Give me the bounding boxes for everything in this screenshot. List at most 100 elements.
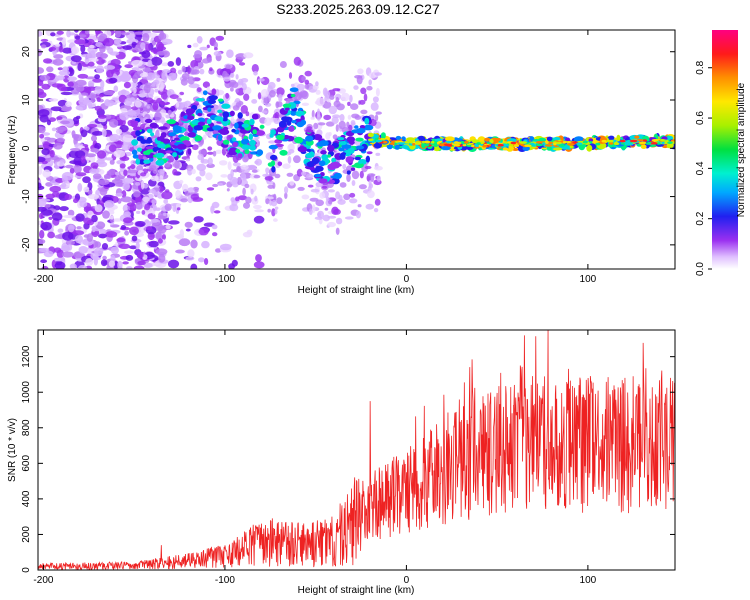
spectrogram-ridge-blob [223, 128, 228, 133]
spectrogram-cloud-blob [230, 72, 235, 78]
spectrogram-noise-blob [85, 76, 97, 80]
spectrogram-cloud-blob [268, 140, 277, 144]
spectrogram-noise-blob [49, 149, 55, 158]
spectrogram-noise-blob [108, 118, 119, 128]
spectrogram-ridge-core [650, 142, 658, 145]
spectrogram-noise-blob [91, 135, 97, 142]
spectrogram-noise-blob [42, 169, 51, 178]
spectrogram-ridge-blob [222, 116, 228, 122]
spectrogram-noise-blob [38, 156, 46, 163]
spectrogram-noise-blob [185, 228, 191, 232]
spectrogram-cloud-blob [202, 58, 210, 64]
colorbar-scale [712, 30, 738, 269]
spectrogram-noise-blob [83, 217, 93, 225]
spectrogram-cloud-blob [354, 115, 362, 120]
spectrogram-cloud-blob [141, 210, 146, 215]
spectrogram-cloud-blob [176, 102, 180, 108]
spectrogram-cloud-blob [366, 85, 373, 91]
spectrogram-ridge-core [524, 144, 532, 147]
spectrogram-cloud-blob [161, 71, 168, 81]
spectrogram-ridge-blob [211, 88, 217, 95]
spectrogram-noise-blob [167, 220, 180, 225]
spectrogram-cloud-blob [227, 161, 232, 171]
spectrogram-ridge-blob [363, 124, 374, 131]
spectrogram-noise-blob [57, 67, 63, 71]
spectrogram-cloud-blob [274, 173, 281, 179]
spectrogram-ridge-blob [313, 173, 322, 178]
spectrogram-ridge-core [642, 139, 648, 142]
spectrogram-cloud-blob [251, 169, 258, 173]
spectrogram-noise-blob [204, 258, 209, 265]
spectrogram-noise-blob [42, 141, 51, 149]
spectrogram-cloud-blob [206, 44, 210, 49]
spectrogram-ridge-blob [552, 137, 561, 141]
spectrogram-cloud-blob [307, 184, 314, 188]
spectrogram-ridge-blob [341, 144, 352, 149]
spectrogram-ridge-core [645, 142, 651, 145]
spectrogram-ridge-core [433, 144, 438, 147]
spectrogram-ridge-blob [288, 125, 295, 132]
spectrogram-cloud-blob [142, 67, 151, 73]
spectrogram-noise-blob [69, 263, 77, 269]
spectrogram-cloud-blob [282, 163, 291, 169]
spectrogram-noise-blob [103, 65, 116, 70]
spectrogram-noise-blob [87, 80, 95, 88]
spectrogram-cloud-blob [229, 176, 238, 185]
spectrogram-noise-blob [67, 244, 73, 251]
spectrogram-noise-blob [104, 200, 115, 208]
spectrogram-ridge-core [443, 143, 452, 147]
spectrogram-cloud-blob [236, 176, 242, 186]
spectrogram-noise-blob [98, 200, 105, 206]
spectrogram-cloud-blob [164, 203, 172, 211]
spectrogram-ridge-blob [249, 118, 255, 126]
spectrogram-cloud-blob [187, 187, 195, 193]
spectrogram-noise-blob [129, 245, 138, 250]
spectrogram-noise-blob [56, 116, 63, 120]
spectrogram-noise-blob [95, 65, 104, 74]
spectrogram-noise-blob [87, 61, 95, 67]
spectrogram-noise-blob [89, 168, 100, 174]
spectrogram-noise-blob [112, 97, 119, 101]
spectrogram-ridge-blob [217, 109, 223, 114]
spectrogram-cloud-blob [374, 165, 383, 171]
spectrogram-cloud-blob [225, 64, 231, 69]
spectrogram-noise-blob [53, 257, 66, 262]
spectrogram-cloud-blob [331, 116, 339, 124]
spectrogram-ridge-blob [366, 151, 373, 155]
spectrogram-noise-blob [193, 216, 204, 223]
spectrogram-ridge-blob [241, 138, 250, 145]
spectrogram-noise-blob [66, 30, 71, 38]
spectrogram-ridge-blob [255, 130, 266, 136]
spectrogram-ridge-blob [202, 90, 208, 96]
spectrogram-cloud-blob [374, 198, 381, 206]
spectrogram-cloud-blob [301, 102, 310, 107]
spectrogram-ridge-blob [231, 137, 237, 142]
spectrogram-cloud-blob [216, 68, 223, 76]
spectrogram-cloud-blob [287, 155, 292, 164]
spectrogram-ridge-blob [139, 159, 146, 165]
spectrogram-cloud-blob [350, 103, 359, 110]
spectrogram-noise-blob [102, 255, 107, 260]
spectrogram-noise-blob [143, 262, 153, 268]
spectrogram-cloud-blob [284, 192, 288, 200]
spectrogram-ridge-blob [502, 147, 509, 151]
spectrogram-noise-blob [156, 41, 164, 50]
spectrogram-ridge-core [535, 143, 544, 147]
spectrogram-noise-blob [62, 38, 66, 45]
spectrogram-noise-blob [121, 32, 130, 36]
spectrogram-ridge-blob [131, 139, 139, 146]
spectrogram-ridge-blob [187, 148, 192, 155]
spectrogram-cloud-blob [136, 165, 144, 172]
spectrogram-ridge-blob [176, 143, 187, 150]
spectrogram-ridge-blob [135, 158, 140, 165]
spectrogram-noise-blob [94, 30, 101, 35]
spectrogram-ridge-blob [489, 138, 494, 144]
spectrogram-noise-blob [62, 66, 69, 73]
spectrogram-cloud-blob [263, 95, 269, 104]
spectrogram-cloud-blob [360, 87, 367, 95]
spectrogram-noise-blob [91, 131, 104, 136]
spectrogram-noise-blob [196, 36, 203, 44]
spectrogram-noise-blob [90, 94, 96, 104]
spectrogram-ridge-core [624, 142, 630, 146]
